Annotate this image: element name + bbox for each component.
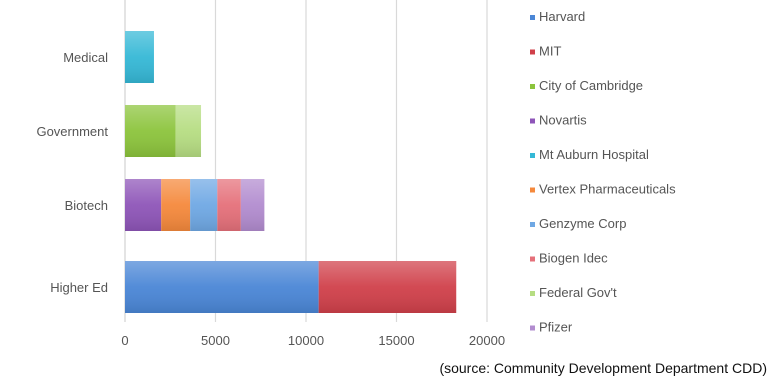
- legend-swatch: [530, 84, 535, 89]
- legend-label: Biogen Idec: [539, 251, 608, 266]
- x-tick-label: 10000: [288, 333, 324, 348]
- category-axis-labels: Medical Government Biotech Higher Ed: [36, 50, 108, 295]
- value-axis-labels: 0 5000 10000 15000 20000: [121, 333, 505, 348]
- x-tick-label: 5000: [201, 333, 230, 348]
- bar-segment-sheen: [125, 179, 162, 231]
- category-label: Government: [36, 124, 108, 139]
- x-tick-label: 15000: [378, 333, 414, 348]
- legend-swatch: [530, 187, 535, 193]
- legend-label: Genzyme Corp: [539, 216, 626, 231]
- source-note: (source: Community Development Departmen…: [439, 360, 767, 376]
- bar-segment-sheen: [217, 179, 241, 231]
- legend-swatch: [530, 49, 535, 55]
- legend-label: Mt Auburn Hospital: [539, 147, 649, 162]
- x-tick-label: 20000: [469, 333, 505, 348]
- category-label: Biotech: [65, 198, 108, 213]
- bar-segment-sheen: [190, 179, 218, 231]
- bars: [125, 31, 457, 313]
- legend-swatch: [530, 118, 535, 124]
- bar-segment-sheen: [125, 261, 319, 313]
- legend-label: Novartis: [539, 113, 587, 128]
- category-label: Medical: [63, 50, 108, 65]
- legend-swatch: [530, 256, 535, 262]
- category-label: Higher Ed: [50, 280, 108, 295]
- legend-label: Vertex Pharmaceuticals: [539, 182, 676, 197]
- bar-segment-sheen: [175, 105, 202, 157]
- x-tick-label: 0: [121, 333, 128, 348]
- legend-label: Federal Gov't: [539, 285, 617, 300]
- legend-swatch: [530, 291, 535, 296]
- legend-label: MIT: [539, 44, 561, 59]
- bar-segment-sheen: [125, 31, 154, 83]
- legend-label: City of Cambridge: [539, 78, 643, 93]
- bar-segment-sheen: [161, 179, 191, 231]
- legend-swatch: [530, 15, 535, 20]
- bar-segment-sheen: [125, 105, 176, 157]
- legend-swatch: [530, 325, 535, 331]
- legend-label: Pfizer: [539, 320, 573, 335]
- legend: Harvard MIT City of Cambridge Novartis Mt Au…: [530, 9, 676, 335]
- legend-swatch: [530, 222, 535, 227]
- legend-swatch: [530, 153, 535, 158]
- bar-segment-sheen: [240, 179, 265, 231]
- bar-segment-sheen: [318, 261, 457, 313]
- legend-label: Harvard: [539, 9, 585, 24]
